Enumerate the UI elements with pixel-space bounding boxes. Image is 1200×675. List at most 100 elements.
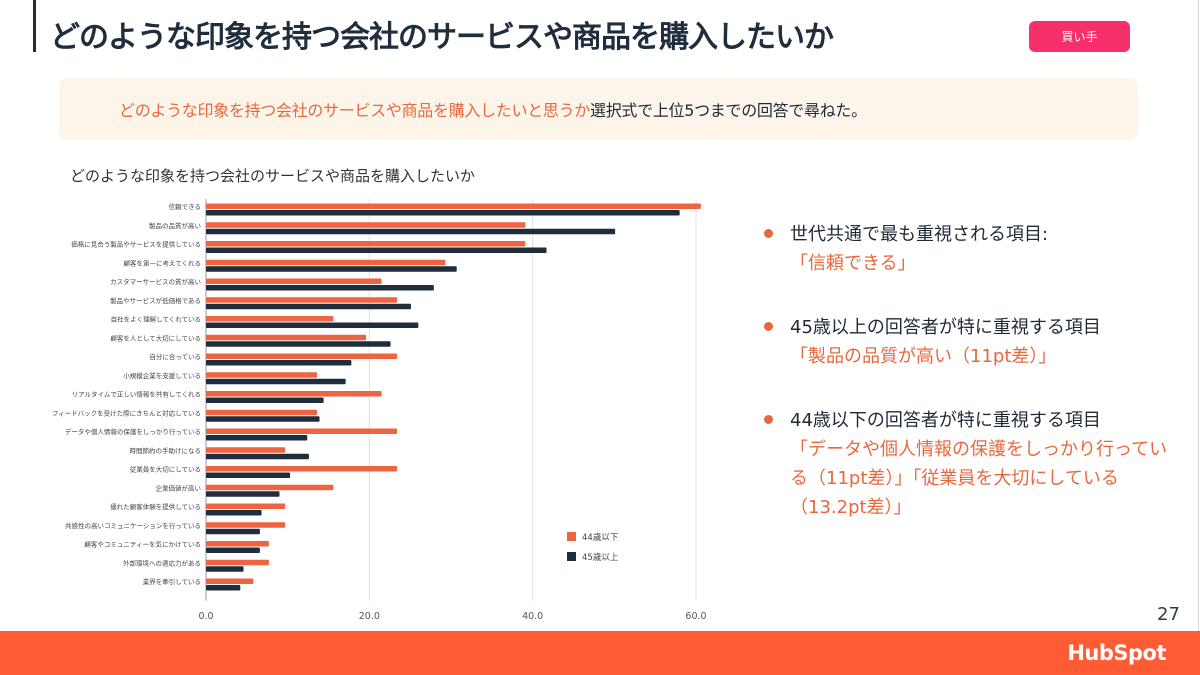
category-label: 顧客を第一に考えてくれる <box>124 258 201 267</box>
category-label: 優れた顧客体験を提供している <box>110 502 201 511</box>
bar-over-45 <box>206 397 324 403</box>
category-label: 企業価値が高い <box>156 483 202 492</box>
category-label: データや個人情報の保護をしっかり行っている <box>65 427 201 436</box>
category-label: フィードバックを受けた際にきちんと対応している <box>52 408 201 417</box>
bar-over-45 <box>206 585 241 591</box>
insight-heading: 44歳以下の回答者が特に重視する項目 <box>790 410 1101 431</box>
category-label: 自社をよく理解してくれている <box>111 315 201 324</box>
insight-body: 「信頼できる」 <box>790 253 916 274</box>
bar-over-45 <box>206 472 291 478</box>
category-label: カスタマーサービスの質が高い <box>110 277 201 286</box>
hubspot-logo: HubSpot <box>1067 641 1166 665</box>
title-accent-bar <box>33 0 36 52</box>
x-tick-label: 20.0 <box>359 611 380 622</box>
bar-under-44 <box>206 259 446 266</box>
chart-bars <box>206 203 701 591</box>
bar-under-44 <box>206 334 367 341</box>
category-label: 小規模企業を支援している <box>123 371 201 380</box>
category-label: 時間節約の手助けになる <box>130 446 202 455</box>
bar-under-44 <box>206 503 286 509</box>
bar-under-44 <box>206 466 398 472</box>
right-border-line <box>1198 0 1199 631</box>
bar-under-44 <box>206 484 334 491</box>
page-number: 27 <box>1157 604 1180 625</box>
bar-over-45 <box>206 322 419 328</box>
category-label: 従業員を大切にしている <box>130 465 201 474</box>
audience-badge: 買い手 <box>1029 21 1130 52</box>
question-text: どのような印象を持つ会社のサービスや商品を購入したいと思うか選択式で上位5つまで… <box>119 97 867 121</box>
bar-under-44 <box>206 297 398 303</box>
bar-over-45 <box>206 247 547 253</box>
question-highlight: どのような印象を持つ会社のサービスや商品を購入したいと思うか <box>119 101 591 120</box>
bar-over-45 <box>206 566 244 572</box>
bar-chart: 信頼できる製品の品質が高い価格に見合う製品やサービスを提供している顧客を第一に考… <box>52 199 707 622</box>
legend-label: 45歳以上 <box>582 552 619 563</box>
bar-under-44 <box>206 447 286 453</box>
bar-under-44 <box>206 316 334 322</box>
bar-under-44 <box>206 428 398 434</box>
bar-over-45 <box>206 510 262 516</box>
bullet-dot-icon <box>764 322 773 331</box>
category-label: リアルタイムで正しい情報を共有してくれる <box>72 390 201 399</box>
bar-under-44 <box>206 278 382 284</box>
page-title: どのような印象を持つ会社のサービスや商品を購入したいか <box>50 20 834 55</box>
category-label: 共感性の高いコミュニケーションを行っている <box>65 521 201 530</box>
category-label: 価格に見合う製品やサービスを提供している <box>71 240 201 249</box>
question-rest: 選択式で上位5つまでの回答で尋ねた。 <box>590 101 867 120</box>
bar-over-45 <box>206 266 457 272</box>
bar-over-45 <box>206 435 308 441</box>
bar-over-45 <box>206 491 280 497</box>
bar-over-45 <box>206 303 411 310</box>
category-label: 業界を牽引している <box>143 577 201 586</box>
bar-under-44 <box>206 541 269 547</box>
bar-under-44 <box>206 203 701 209</box>
category-label: 製品の品質が高い <box>149 221 201 230</box>
bar-under-44 <box>206 578 254 584</box>
bar-under-44 <box>206 409 318 416</box>
category-label: 製品やサービスが低価格である <box>110 296 201 305</box>
insight-body: 「製品の品質が高い（11pt差）」 <box>790 346 1057 367</box>
insight-heading: 世代共通で最も重視される項目: <box>790 224 1049 245</box>
bar-over-45 <box>206 453 309 460</box>
bar-under-44 <box>206 522 286 528</box>
bar-over-45 <box>206 547 260 553</box>
bar-over-45 <box>206 228 616 235</box>
bar-over-45 <box>206 360 352 366</box>
bar-over-45 <box>206 341 391 347</box>
chart-legend: 44歳以下 45歳以上 <box>567 532 619 563</box>
x-tick-label: 0.0 <box>198 611 213 622</box>
x-tick-label: 40.0 <box>522 611 543 622</box>
legend-label: 44歳以下 <box>582 532 619 543</box>
category-label: 自分に合っている <box>149 352 201 361</box>
legend-swatch <box>567 532 576 541</box>
insight-item: 45歳以上の回答者が特に重視する項目 「製品の品質が高い（11pt差）」 <box>764 313 1175 371</box>
insight-item: 44歳以下の回答者が特に重視する項目 「データや個人情報の保護をしっかり行ってい… <box>764 406 1175 522</box>
bar-under-44 <box>206 391 382 397</box>
bullet-dot-icon <box>764 229 773 238</box>
bar-over-45 <box>206 416 320 422</box>
question-box: どのような印象を持つ会社のサービスや商品を購入したいと思うか選択式で上位5つまで… <box>59 78 1138 140</box>
bar-under-44 <box>206 222 526 228</box>
bar-over-45 <box>206 378 346 385</box>
insight-item: 世代共通で最も重視される項目: 「信頼できる」 <box>764 220 1175 278</box>
insight-body: 「データや個人情報の保護をしっかり行っている（11pt差）」「従業員を大切にして… <box>790 439 1168 518</box>
x-tick-label: 60.0 <box>685 611 706 622</box>
bar-under-44 <box>206 353 398 359</box>
bar-under-44 <box>206 241 526 247</box>
chart-title: どのような印象を持つ会社のサービスや商品を購入したいか <box>70 167 476 185</box>
category-label: 信頼できる <box>169 202 201 211</box>
bar-under-44 <box>206 372 318 378</box>
category-label: 外部環境への適応力がある <box>123 558 201 567</box>
insight-heading: 45歳以上の回答者が特に重視する項目 <box>790 317 1101 338</box>
bar-over-45 <box>206 285 434 291</box>
bar-over-45 <box>206 528 260 535</box>
category-label: 顧客を人として大切にしている <box>110 333 201 342</box>
bar-over-45 <box>206 210 680 216</box>
bullet-dot-icon <box>764 415 773 424</box>
chart-x-ticks: 0.0 20.0 40.0 60.0 <box>198 611 706 622</box>
bar-under-44 <box>206 559 269 566</box>
footer-bar: HubSpot <box>0 631 1200 675</box>
category-label: 顧客やコミュニティーを気にかけている <box>84 540 201 549</box>
chart-category-labels: 信頼できる製品の品質が高い価格に見合う製品やサービスを提供している顧客を第一に考… <box>52 202 201 586</box>
legend-swatch <box>567 552 576 561</box>
